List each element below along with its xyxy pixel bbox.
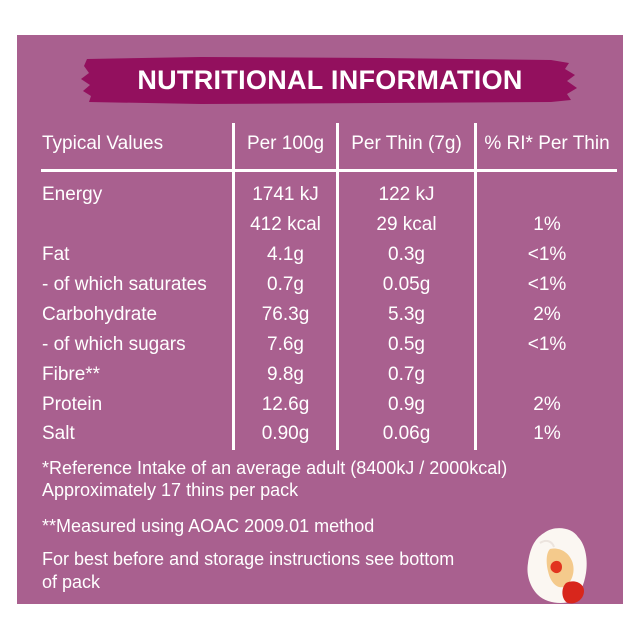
row-label: Energy	[42, 184, 103, 205]
nutrition-table: Typical Values Per 100g Per Thin (7g) % …	[17, 35, 623, 604]
header-per-100g: Per 100g	[246, 133, 325, 154]
value-per-thin: 122 kJ	[378, 184, 435, 205]
value-per-100g: 0.90g	[261, 423, 310, 444]
value-per-100g: 76.3g	[261, 304, 310, 325]
row-label: Fat	[42, 244, 70, 265]
brush-stroke-icon	[81, 57, 577, 104]
value-ri: <1%	[527, 334, 567, 355]
thins-per-pack-note: Approximately 17 thins per pack	[42, 480, 299, 500]
reference-intake-note: *Reference Intake of an average adult (8…	[42, 458, 508, 478]
nutrition-panel: NUTRITIONAL INFORMATION Typical Values P…	[17, 35, 623, 604]
row-label: Fibre**	[42, 364, 101, 385]
value-per-thin: 0.06g	[382, 423, 431, 444]
column-divider	[474, 123, 477, 450]
value-per-thin: 0.05g	[382, 274, 431, 295]
value-ri: 2%	[533, 304, 561, 325]
value-per-thin: 0.5g	[388, 334, 425, 355]
row-label: Protein	[42, 394, 103, 415]
row-label: Carbohydrate	[42, 304, 158, 325]
value-per-100g: 412 kcal	[250, 214, 321, 235]
value-per-100g: 4.1g	[267, 244, 304, 265]
fibre-method-note: **Measured using AOAC 2009.01 method	[42, 516, 375, 536]
value-per-100g: 1741 kJ	[252, 184, 319, 205]
row-label: - of which saturates	[42, 274, 207, 295]
value-per-100g: 9.8g	[267, 364, 304, 385]
value-per-100g: 7.6g	[267, 334, 304, 355]
value-per-100g: 0.7g	[267, 274, 304, 295]
meringue-icon	[522, 525, 592, 610]
page-title: NUTRITIONAL INFORMATION	[137, 65, 523, 95]
value-per-thin: 5.3g	[388, 304, 425, 325]
header-per-thin: Per Thin (7g)	[351, 133, 462, 154]
value-ri: 2%	[533, 394, 561, 415]
storage-note-line2: of pack	[42, 572, 101, 592]
row-label: - of which sugars	[42, 334, 186, 355]
column-divider	[336, 123, 339, 450]
header-divider	[41, 169, 617, 172]
header-ri-per-thin: % RI* Per Thin	[484, 133, 610, 154]
column-divider	[232, 123, 235, 450]
value-ri: <1%	[527, 274, 567, 295]
storage-note-line1: For best before and storage instructions…	[42, 549, 455, 569]
value-per-thin: 0.3g	[388, 244, 425, 265]
value-per-thin: 0.7g	[388, 364, 425, 385]
value-ri: 1%	[533, 214, 561, 235]
row-label: Salt	[42, 423, 75, 444]
value-per-thin: 29 kcal	[376, 214, 437, 235]
value-ri: <1%	[527, 244, 567, 265]
value-ri: 1%	[533, 423, 561, 444]
value-per-100g: 12.6g	[261, 394, 310, 415]
header-typical-values: Typical Values	[42, 133, 164, 154]
title-banner: NUTRITIONAL INFORMATION	[81, 55, 579, 105]
value-per-thin: 0.9g	[388, 394, 425, 415]
